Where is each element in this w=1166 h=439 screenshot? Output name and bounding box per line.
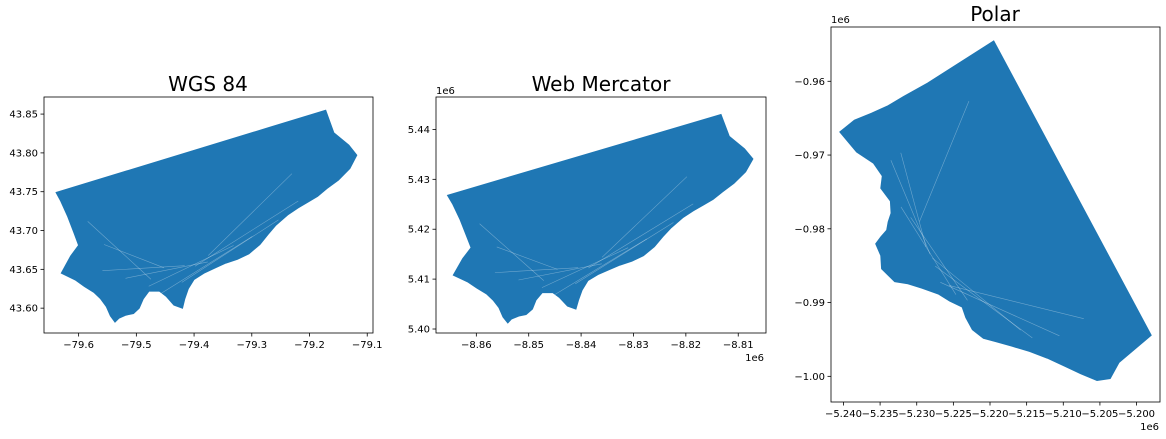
x-tick-label: −5.230 [898, 409, 935, 420]
map-boundaries [890, 100, 1084, 339]
x-tick-label: −79.1 [352, 340, 383, 351]
y-tick-label: −0.99 [794, 298, 825, 309]
boundary-line [553, 238, 647, 296]
y-offset-label: 1e6 [831, 15, 850, 26]
map-region [839, 40, 1152, 382]
boundary-line [900, 206, 957, 295]
boundary-line [575, 222, 674, 285]
boundary-line [208, 173, 293, 256]
boundary-line [940, 282, 1060, 337]
y-tick-label: 5.44 [408, 125, 430, 136]
map-region [55, 109, 358, 323]
x-tick-label: −5.215 [1008, 409, 1045, 420]
x-tick-label: −5.225 [935, 409, 972, 420]
x-tick-label: −5.220 [971, 409, 1008, 420]
y-tick-label: −0.96 [794, 77, 825, 88]
boundary-line [932, 257, 1021, 331]
x-tick-label: −79.2 [294, 340, 325, 351]
x-tick-label: −5.200 [1118, 409, 1155, 420]
panel-wgs84: WGS 84 −79.6 −79.5 −79.4 −79.3 −79.2 −79.1 43.… [9, 72, 382, 351]
x-tick-label: −8.82 [671, 340, 702, 351]
x-tick-label: −5.210 [1045, 409, 1082, 420]
panel-web-mercator: Web Mercator 1e6 1e6 −8.86 −8.85 −8.84 −8.8… [408, 72, 767, 364]
panel-title: Web Mercator [532, 72, 672, 96]
boundary-line [910, 217, 968, 301]
y-tick-label: 43.70 [9, 226, 38, 237]
panel-polar: Polar 1e6 1e6 −5.240 −5.235 −5.230 −5.225 −5… [794, 2, 1161, 433]
map-region [446, 113, 754, 324]
boundary-line [935, 265, 1033, 339]
map-boundaries [87, 173, 299, 294]
axes-frame [435, 96, 767, 334]
x-tick-label: −79.4 [179, 340, 210, 351]
x-tick-label: −8.83 [618, 340, 649, 351]
y-tick-label: 5.42 [408, 225, 430, 236]
y-tick-label: 5.43 [408, 175, 430, 186]
boundary-line [103, 244, 165, 269]
boundary-line [890, 160, 931, 255]
boundary-line [494, 267, 579, 273]
x-tick-label: −8.84 [566, 340, 597, 351]
boundary-line [541, 247, 629, 288]
y-tick-label: 43.65 [9, 265, 38, 276]
y-offset-label: 1e6 [436, 86, 455, 97]
x-offset-label: 1e6 [745, 353, 764, 364]
y-tick-label: 5.40 [408, 325, 430, 336]
x-tick-label: −8.85 [513, 340, 544, 351]
panel-title: WGS 84 [168, 72, 248, 96]
y-tick-label: 43.75 [9, 187, 38, 198]
x-offset-label: 1e6 [1140, 422, 1159, 433]
boundary-line [125, 261, 208, 279]
axes-frame [43, 96, 374, 334]
boundary-line [148, 245, 234, 287]
x-tick-label: −5.240 [825, 409, 862, 420]
x-tick-label: −5.235 [862, 409, 899, 420]
y-tick-label: 43.60 [9, 304, 38, 315]
x-tick-label: −79.6 [63, 340, 94, 351]
map-boundaries [479, 176, 694, 296]
boundary-line [102, 265, 185, 272]
y-tick-label: −1.00 [794, 372, 825, 383]
boundary-line [496, 246, 558, 270]
x-tick-label: −5.205 [1081, 409, 1118, 420]
boundary-line [181, 219, 279, 283]
boundary-line [588, 203, 694, 269]
boundary-line [518, 263, 602, 281]
x-tick-label: −79.5 [121, 340, 152, 351]
y-tick-label: 43.80 [9, 148, 38, 159]
boundary-line [919, 100, 970, 222]
axes-frame [830, 26, 1161, 403]
x-tick-label: −8.81 [723, 340, 754, 351]
y-tick-label: 43.85 [9, 110, 38, 121]
boundary-line [194, 200, 299, 267]
panel-title: Polar [970, 2, 1020, 26]
boundary-line [87, 221, 152, 280]
y-tick-label: 5.41 [408, 275, 430, 286]
boundary-line [601, 176, 688, 258]
boundary-line [160, 236, 253, 294]
boundary-line [479, 223, 544, 281]
y-tick-label: −0.98 [794, 224, 825, 235]
boundary-line [948, 285, 1084, 319]
x-tick-label: −8.86 [461, 340, 492, 351]
x-tick-label: −79.3 [236, 340, 267, 351]
y-tick-label: −0.97 [794, 151, 825, 162]
boundary-line [900, 152, 927, 248]
